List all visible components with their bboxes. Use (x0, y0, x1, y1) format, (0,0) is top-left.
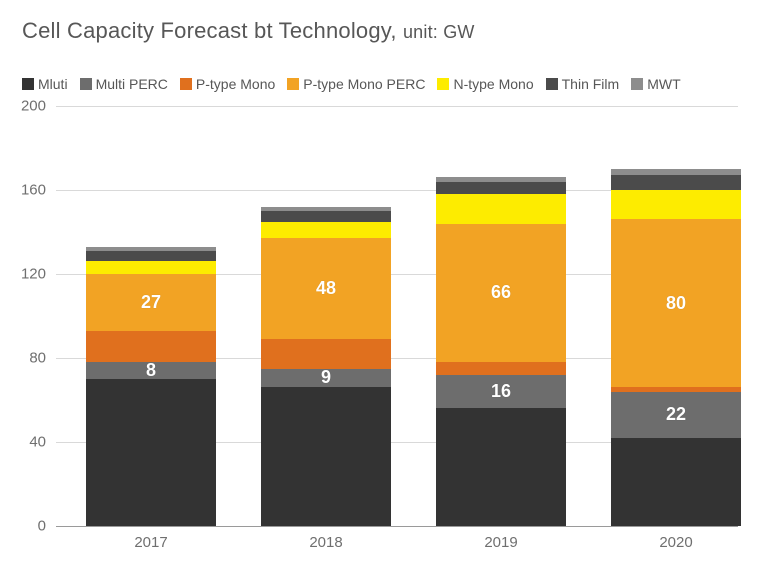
segment-value-label: 9 (321, 367, 331, 388)
segment-ptype_perc: 27 (86, 274, 216, 331)
chart-title: Cell Capacity Forecast bt Technology, un… (22, 18, 475, 44)
legend-swatch (546, 78, 558, 90)
segment-ntype_mono (611, 190, 741, 219)
legend-item-thin_film: Thin Film (546, 76, 620, 92)
legend-item-ntype_mono: N-type Mono (437, 76, 533, 92)
segment-mwt (436, 177, 566, 181)
segment-multi_perc: 22 (611, 392, 741, 438)
legend-label: N-type Mono (453, 76, 533, 92)
segment-value-label: 66 (491, 282, 511, 303)
legend-swatch (437, 78, 449, 90)
segment-thin_film (611, 175, 741, 190)
grid-line (56, 106, 738, 107)
legend-label: P-type Mono PERC (303, 76, 425, 92)
segment-multi_perc: 9 (261, 369, 391, 388)
segment-mwt (611, 169, 741, 175)
x-tick-label: 2020 (659, 526, 692, 551)
legend-swatch (180, 78, 192, 90)
chart-title-main: Cell Capacity Forecast bt Technology, (22, 18, 403, 43)
segment-ptype_mono (86, 331, 216, 363)
legend-item-multi_perc: Multi PERC (80, 76, 168, 92)
legend-swatch (80, 78, 92, 90)
x-tick-label: 2017 (134, 526, 167, 551)
chart-title-unit: unit: GW (403, 22, 475, 42)
segment-ptype_mono (261, 339, 391, 368)
y-tick-label: 160 (21, 182, 56, 199)
y-tick-label: 80 (29, 350, 56, 367)
legend-label: Multi PERC (96, 76, 168, 92)
segment-value-label: 16 (491, 381, 511, 402)
y-tick-label: 120 (21, 266, 56, 283)
segment-ptype_perc: 80 (611, 219, 741, 387)
segment-ptype_mono (611, 387, 741, 391)
x-tick-label: 2018 (309, 526, 342, 551)
legend-label: Thin Film (562, 76, 620, 92)
y-tick-label: 200 (21, 98, 56, 115)
legend-label: P-type Mono (196, 76, 275, 92)
legend-swatch (631, 78, 643, 90)
legend-item-ptype_perc: P-type Mono PERC (287, 76, 425, 92)
segment-mwt (261, 207, 391, 211)
segment-ntype_mono (86, 261, 216, 274)
legend: Mluti Multi PERC P-type Mono P-type Mono PE… (22, 76, 758, 96)
segment-ntype_mono (261, 222, 391, 239)
segment-value-label: 80 (666, 293, 686, 314)
bar-2017: 8 27 (86, 247, 216, 526)
legend-swatch (22, 78, 34, 90)
segment-mluti (436, 408, 566, 526)
segment-ptype_mono (436, 362, 566, 375)
segment-mluti (261, 387, 391, 526)
legend-item-mwt: MWT (631, 76, 680, 92)
legend-item-mluti: Mluti (22, 76, 68, 92)
y-tick-label: 40 (29, 434, 56, 451)
legend-label: Mluti (38, 76, 68, 92)
segment-ptype_perc: 66 (436, 224, 566, 363)
segment-mluti (611, 438, 741, 526)
bar-2018: 9 48 (261, 207, 391, 526)
segment-multi_perc: 16 (436, 375, 566, 409)
segment-value-label: 27 (141, 292, 161, 313)
segment-value-label: 8 (146, 360, 156, 381)
y-tick-label: 0 (38, 518, 56, 535)
segment-value-label: 22 (666, 404, 686, 425)
segment-value-label: 48 (316, 278, 336, 299)
segment-mluti (86, 379, 216, 526)
legend-item-ptype_mono: P-type Mono (180, 76, 275, 92)
segment-ntype_mono (436, 194, 566, 223)
bar-2020: 22 80 (611, 169, 741, 526)
bar-2019: 1666 (436, 177, 566, 526)
segment-thin_film (261, 211, 391, 222)
legend-label: MWT (647, 76, 680, 92)
legend-swatch (287, 78, 299, 90)
segment-thin_film (86, 251, 216, 262)
x-tick-label: 2019 (484, 526, 517, 551)
segment-mwt (86, 247, 216, 251)
chart-figure: { "title_main": "Cell Capacity Forecast … (0, 0, 758, 580)
segment-ptype_perc: 48 (261, 238, 391, 339)
segment-thin_film (436, 182, 566, 195)
segment-multi_perc: 8 (86, 362, 216, 379)
plot-area: 0408012016020020178272018948201916662020… (56, 106, 738, 526)
